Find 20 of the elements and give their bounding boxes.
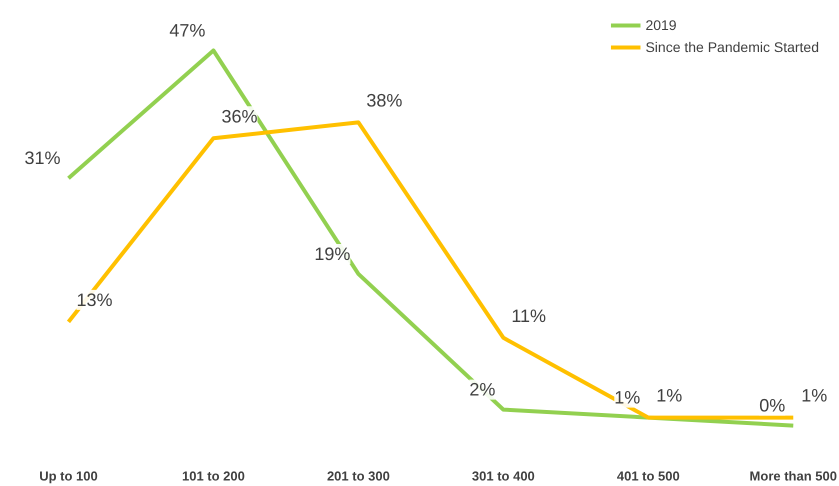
- x-tick-label: 301 to 400: [472, 468, 535, 484]
- data-label: 47%: [169, 20, 206, 41]
- data-label: 31%: [24, 148, 60, 168]
- legend-label: Since the Pandemic Started: [645, 39, 819, 55]
- data-label: 1%: [614, 388, 640, 408]
- x-tick-label: 101 to 200: [182, 468, 245, 484]
- data-label: 38%: [366, 90, 402, 110]
- data-label: 11%: [511, 306, 546, 326]
- x-tick-label: 401 to 500: [616, 468, 680, 484]
- x-tick-label: 201 to 300: [326, 468, 390, 484]
- legend-label: 2019: [645, 17, 677, 33]
- x-tick-label: More than 500: [750, 468, 837, 484]
- data-label: 1%: [656, 386, 682, 406]
- x-tick-label: Up to 100: [39, 468, 98, 484]
- data-label: 36%: [221, 106, 258, 126]
- data-label: 0%: [759, 396, 786, 416]
- data-label: 19%: [314, 244, 350, 264]
- data-label: 13%: [76, 290, 113, 310]
- data-label: 2%: [469, 380, 496, 400]
- data-label: 1%: [801, 386, 828, 406]
